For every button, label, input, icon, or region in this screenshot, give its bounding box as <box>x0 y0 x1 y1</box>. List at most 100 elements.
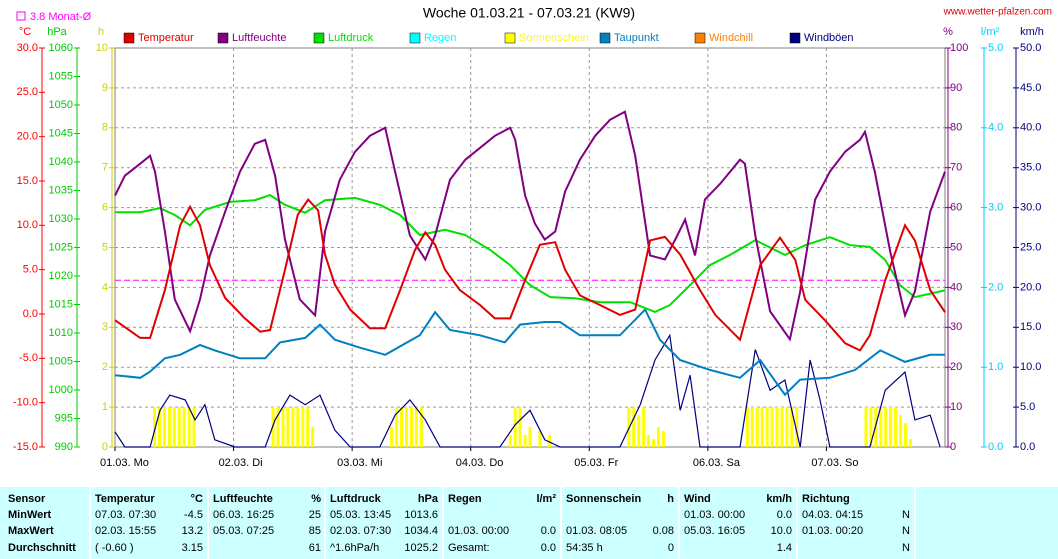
y-tick-label: 50.0 <box>1020 42 1041 54</box>
y-tick-label: 90 <box>950 82 962 94</box>
y-tick-label: 40 <box>950 281 962 293</box>
y-tick-label: 25.0 <box>1020 241 1041 253</box>
sunshine-bar <box>177 407 181 447</box>
y-tick-label: 8 <box>102 122 108 134</box>
table-unit: h <box>667 493 674 505</box>
y-tick-label: 3 <box>102 321 108 333</box>
series-line <box>115 193 946 313</box>
sunshine-bar <box>162 407 166 447</box>
sunshine-bar <box>780 407 784 447</box>
table-cell: N <box>902 509 910 521</box>
table-cell: 1025.2 <box>404 542 438 554</box>
sunshine-bar <box>750 407 754 447</box>
sunshine-bar <box>889 407 893 447</box>
y-tick-label: 0.0 <box>23 308 38 320</box>
chart-title: Woche 01.03.21 - 07.03.21 (KW9) <box>423 5 635 21</box>
table-row-label: Durchschnitt <box>8 542 76 554</box>
table-cell: 05.03. 07:25 <box>213 525 274 537</box>
table-cell: 0 <box>668 542 674 554</box>
x-tick-label: 02.03. Di <box>219 457 263 469</box>
x-tick-label: 06.03. Sa <box>693 457 741 469</box>
series-line <box>114 110 946 342</box>
table-cell: ( -0.60 ) <box>95 542 134 554</box>
sunshine-bar <box>656 427 660 447</box>
y-tick-label: 10 <box>96 42 108 54</box>
sunshine-bar <box>182 407 186 447</box>
monthly-avg-label: 3.8 Monat-Ø <box>30 11 92 23</box>
y-tick-label: 5.0 <box>23 264 38 276</box>
y-tick-label: 10.0 <box>1020 361 1041 373</box>
sunshine-bar <box>518 407 522 447</box>
sunshine-bar <box>790 407 794 447</box>
sunshine-bar <box>775 407 779 447</box>
table-cell: 0.0 <box>777 509 792 521</box>
sunshine-bar <box>908 439 912 447</box>
table-header: Temperatur <box>95 493 155 505</box>
sunshine-bar <box>637 415 641 447</box>
y-tick-label: 30.0 <box>17 42 38 54</box>
y-tick-label: 25.0 <box>17 86 38 98</box>
legend-swatch <box>409 32 421 44</box>
y-tick-label: 1060 <box>49 42 73 54</box>
y-tick-label: 1025 <box>49 241 73 253</box>
y-tick-label: 2 <box>102 361 108 373</box>
legend-label: Taupunkt <box>614 32 659 44</box>
sunshine-bar <box>647 435 651 447</box>
y-tick-label: 20.0 <box>17 131 38 143</box>
y-tick-label: 15.0 <box>1020 321 1041 333</box>
legend-label: Luftfeuchte <box>232 32 286 44</box>
sunshine-bar <box>306 407 310 447</box>
table-cell: 04.03. 04:15 <box>802 509 863 521</box>
legend-swatch <box>789 32 801 44</box>
y-tick-label: 20 <box>950 361 962 373</box>
sunshine-bar <box>311 427 315 447</box>
axis-unit: % <box>943 26 953 38</box>
table-unit: % <box>311 493 321 505</box>
table-header: Regen <box>448 493 482 505</box>
sunshine-bar <box>745 407 749 447</box>
table-header: Luftfeuchte <box>213 493 273 505</box>
sunshine-bar <box>642 407 646 447</box>
table-cell: 05.03. 13:45 <box>330 509 391 521</box>
legend-label: Regen <box>424 32 456 44</box>
table-cell: 01.03. 00:00 <box>684 509 745 521</box>
table-row-label: MaxWert <box>8 525 54 537</box>
y-tick-label: 4 <box>102 281 108 293</box>
table-header: Richtung <box>802 493 850 505</box>
x-tick-label: 01.03. Mo <box>100 457 149 469</box>
y-tick-label: 10.0 <box>17 219 38 231</box>
series-line <box>114 198 946 352</box>
avg-icon <box>16 11 26 21</box>
table-cell: 13.2 <box>182 525 203 537</box>
y-tick-label: 40.0 <box>1020 122 1041 134</box>
table-cell: 05.03. 16:05 <box>684 525 745 537</box>
x-tick-label: 07.03. So <box>811 457 858 469</box>
y-tick-label: 35.0 <box>1020 162 1041 174</box>
legend-label: Windchill <box>709 32 753 44</box>
legend-label: Temperatur <box>138 32 194 44</box>
y-tick-label: 6 <box>102 202 108 214</box>
axis-unit: km/h <box>1020 26 1044 38</box>
y-tick-label: 100 <box>950 42 968 54</box>
y-tick-label: -15.0 <box>13 441 38 453</box>
sunshine-bar <box>513 407 517 447</box>
y-tick-label: 20.0 <box>1020 281 1041 293</box>
y-tick-label: 10 <box>950 401 962 413</box>
y-tick-label: 995 <box>55 412 73 424</box>
table-header: Sensor <box>8 493 46 505</box>
sunshine-bar <box>419 407 423 447</box>
table-cell: ^1.6hPa/h <box>330 542 379 554</box>
table-cell: N <box>902 525 910 537</box>
source: www.wetter-pfalzen.com <box>943 7 1052 18</box>
y-tick-label: 0.0 <box>988 441 1003 453</box>
axis-unit: l/m² <box>981 26 1000 38</box>
y-tick-label: 80 <box>950 122 962 134</box>
sunshine-bar <box>414 407 418 447</box>
table-cell: 1034.4 <box>404 525 438 537</box>
y-tick-label: 1035 <box>49 184 73 196</box>
table-header: Luftdruck <box>330 493 382 505</box>
sunshine-bar <box>760 407 764 447</box>
table-cell: 01.03. 08:05 <box>566 525 627 537</box>
table-unit: l/m² <box>536 493 556 505</box>
sunshine-bar <box>409 407 413 447</box>
